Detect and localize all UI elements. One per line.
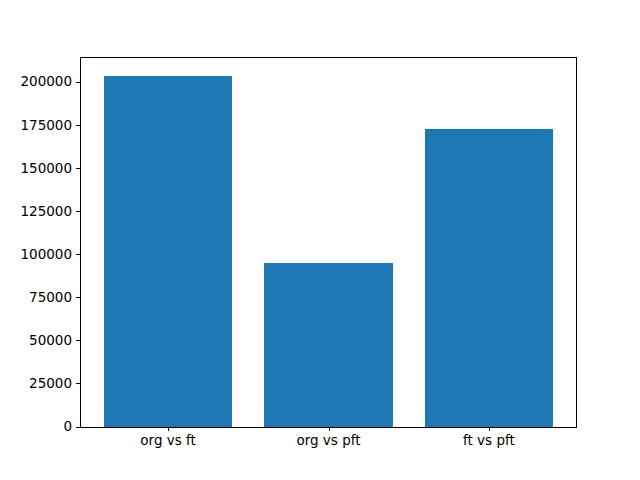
x-tick-label: org vs ft (140, 434, 196, 448)
y-tick-mark (76, 340, 80, 341)
y-tick-mark (76, 211, 80, 212)
y-tick-label: 75000 (0, 291, 72, 305)
x-tick-mark (489, 427, 490, 431)
y-tick-label: 100000 (0, 248, 72, 262)
figure: 0 25000 50000 75000 100000 125000 150000 175000… (0, 0, 640, 480)
y-tick-label: 0 (0, 420, 72, 434)
x-tick-label: ft vs pft (463, 434, 515, 448)
x-tick-mark (329, 427, 330, 431)
x-tick-label: org vs pft (296, 434, 360, 448)
bar-org-vs-pft (264, 263, 392, 427)
y-tick-mark (76, 383, 80, 384)
y-tick-label: 200000 (0, 76, 72, 90)
bar-org-vs-ft (104, 76, 232, 427)
y-tick-mark (76, 254, 80, 255)
y-tick-mark (76, 125, 80, 126)
y-tick-mark (76, 297, 80, 298)
y-tick-label: 125000 (0, 205, 72, 219)
x-tick-mark (168, 427, 169, 431)
bar-ft-vs-pft (425, 129, 553, 427)
y-tick-mark (76, 427, 80, 428)
y-tick-mark (76, 82, 80, 83)
y-tick-label: 175000 (0, 119, 72, 133)
y-tick-label: 25000 (0, 377, 72, 391)
y-tick-label: 150000 (0, 162, 72, 176)
y-tick-mark (76, 168, 80, 169)
y-tick-label: 50000 (0, 334, 72, 348)
plot-area (80, 57, 577, 428)
